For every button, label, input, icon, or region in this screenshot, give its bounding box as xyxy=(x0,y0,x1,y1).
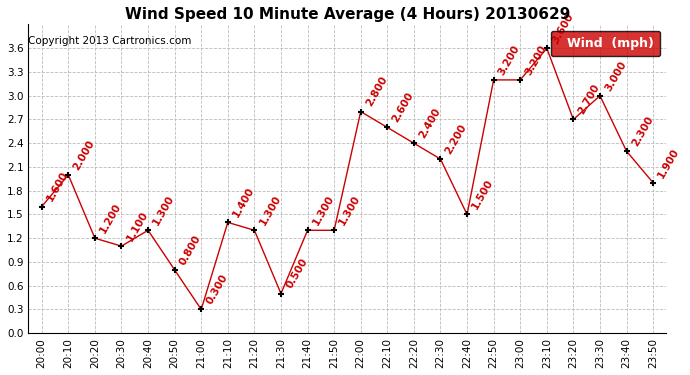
Text: 0.800: 0.800 xyxy=(178,233,203,267)
Text: 1.600: 1.600 xyxy=(45,170,70,203)
Text: 2.200: 2.200 xyxy=(444,122,469,156)
Text: 2.600: 2.600 xyxy=(391,91,415,124)
Text: 1.300: 1.300 xyxy=(310,194,336,227)
Text: 2.300: 2.300 xyxy=(630,114,655,148)
Text: 1.300: 1.300 xyxy=(257,194,283,227)
Text: 2.700: 2.700 xyxy=(577,82,602,116)
Text: 1.900: 1.900 xyxy=(656,146,682,180)
Text: 1.300: 1.300 xyxy=(337,194,362,227)
Text: 1.400: 1.400 xyxy=(231,186,256,219)
Text: 0.300: 0.300 xyxy=(204,273,230,306)
Text: 1.100: 1.100 xyxy=(125,209,150,243)
Text: 0.500: 0.500 xyxy=(284,257,309,291)
Text: Copyright 2013 Cartronics.com: Copyright 2013 Cartronics.com xyxy=(28,36,192,46)
Text: 2.400: 2.400 xyxy=(417,106,442,140)
Text: 3.600: 3.600 xyxy=(550,12,575,45)
Text: 2.000: 2.000 xyxy=(72,138,97,172)
Text: 3.200: 3.200 xyxy=(497,43,522,77)
Text: 1.500: 1.500 xyxy=(471,178,495,211)
Title: Wind Speed 10 Minute Average (4 Hours) 20130629: Wind Speed 10 Minute Average (4 Hours) 2… xyxy=(125,7,570,22)
Text: 1.300: 1.300 xyxy=(151,194,177,227)
Text: 1.200: 1.200 xyxy=(98,201,124,235)
Text: 3.000: 3.000 xyxy=(603,59,629,93)
Text: 2.800: 2.800 xyxy=(364,75,389,108)
Legend: Wind  (mph): Wind (mph) xyxy=(551,31,660,56)
Text: 3.200: 3.200 xyxy=(524,43,549,77)
